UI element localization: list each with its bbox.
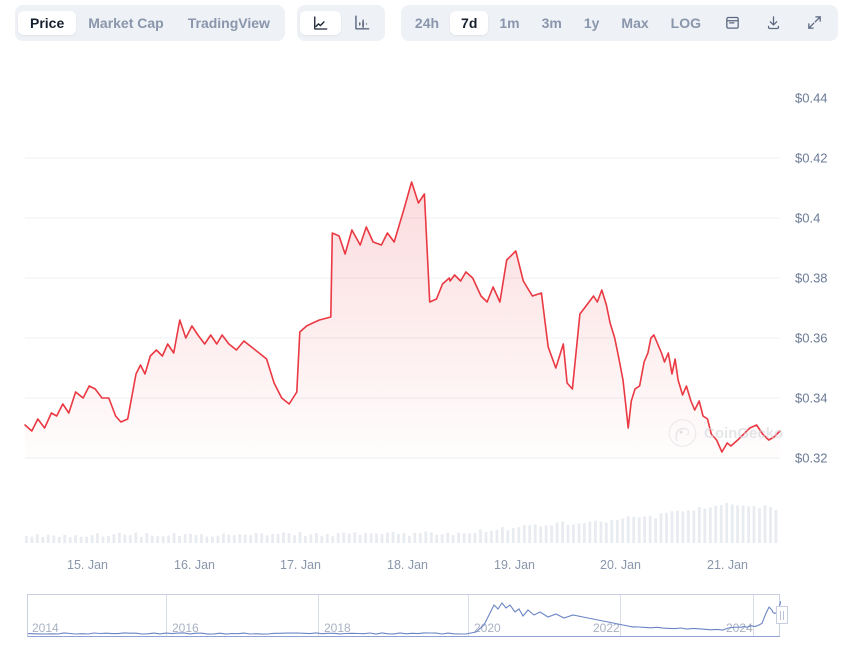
svg-text:CoinGecko: CoinGecko (704, 425, 783, 442)
